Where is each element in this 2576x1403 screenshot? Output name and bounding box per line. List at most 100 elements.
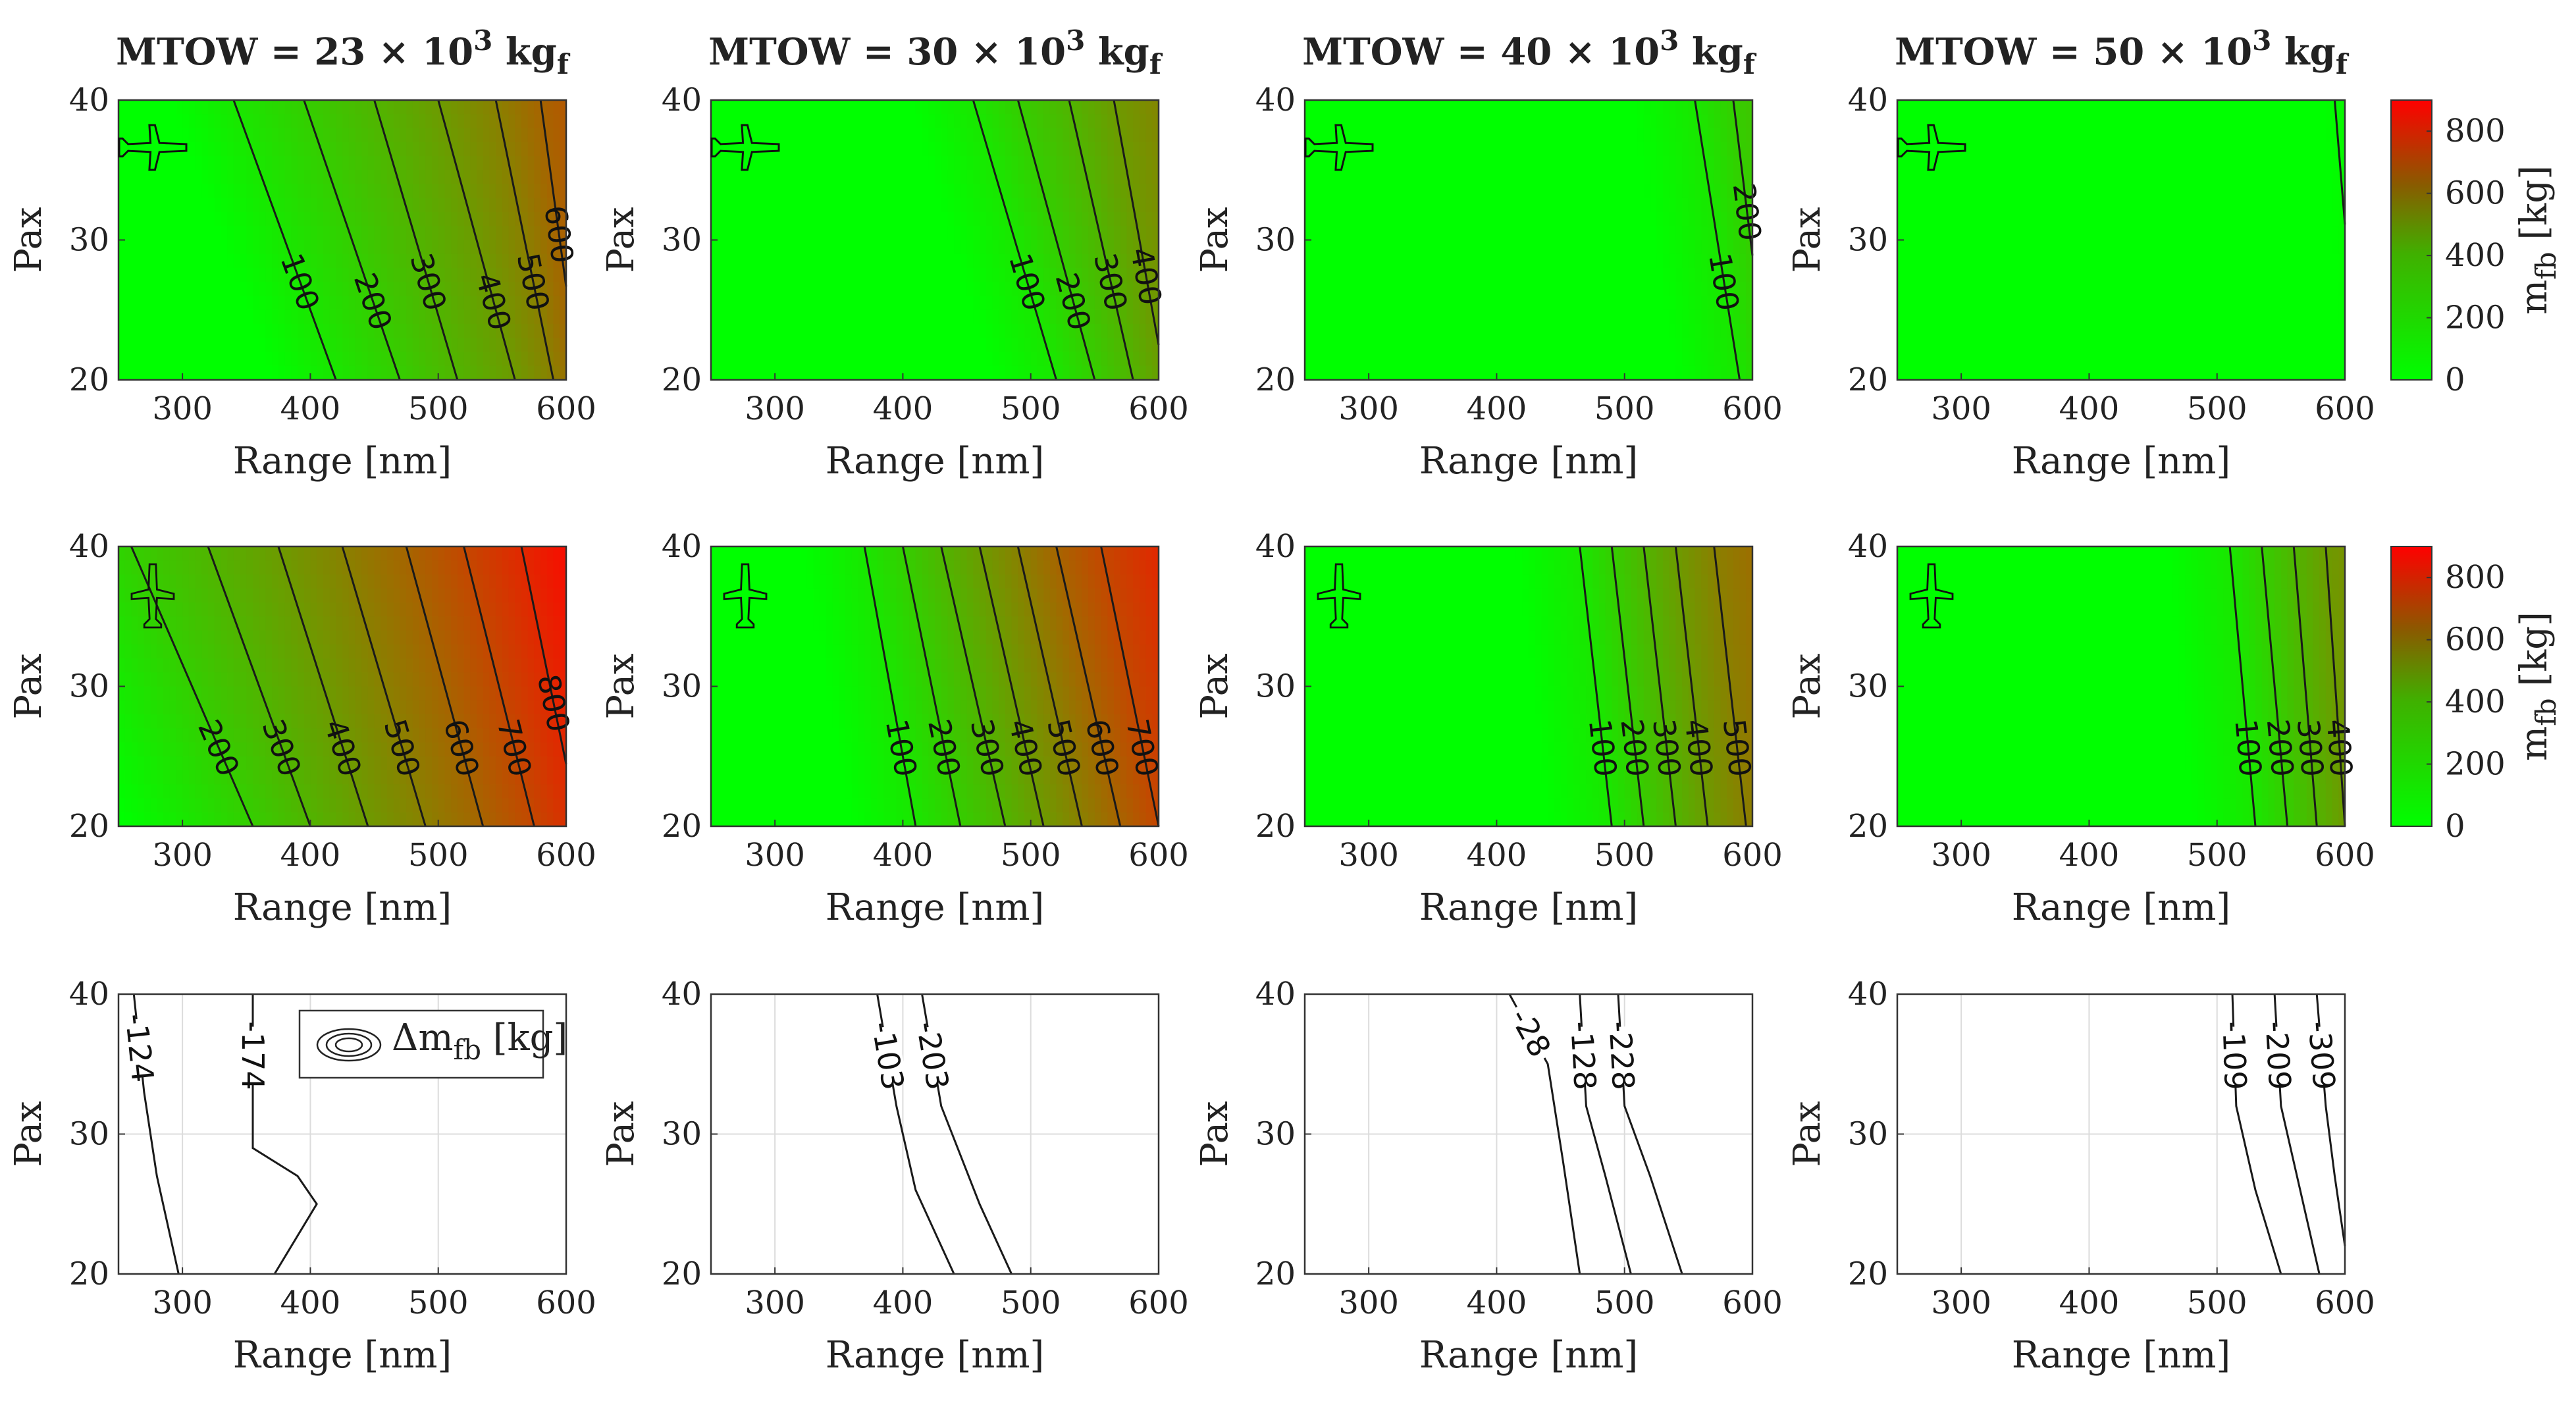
fill-cell-r1c3 <box>1746 309 1753 325</box>
fill-cell-r1c3 <box>1535 114 1542 129</box>
fill-cell-r1c2 <box>1049 100 1057 115</box>
fill-cell-r1c2 <box>890 338 897 353</box>
fill-cell-r1c1 <box>221 156 228 171</box>
fill-cell-r1c4 <box>2006 114 2013 129</box>
fill-cell-r1c3 <box>1541 114 1548 129</box>
fill-cell-r1c3 <box>1650 156 1657 171</box>
fill-cell-r1c1 <box>496 156 503 171</box>
fill-cell-r1c3 <box>1624 296 1632 311</box>
fill-cell-r1c4 <box>1910 184 1917 199</box>
fill-cell-r1c4 <box>2121 142 2128 157</box>
fill-cell-r1c4 <box>1961 212 1968 226</box>
fill-cell-r1c2 <box>928 338 935 353</box>
fill-cell-r1c1 <box>240 365 247 381</box>
fill-cell-r1c3 <box>1490 114 1498 129</box>
fill-cell-r1c1 <box>546 128 554 143</box>
fill-cell-r1c2 <box>903 352 910 367</box>
fill-cell-r1c3 <box>1522 338 1529 353</box>
fill-cell-r1c2 <box>941 268 949 282</box>
fill-cell-r1c4 <box>2332 128 2339 143</box>
fill-cell-r1c4 <box>2108 226 2115 241</box>
fill-cell-r1c4 <box>2255 156 2263 171</box>
fill-cell-r1c2 <box>954 240 961 255</box>
fill-cell-r1c1 <box>188 170 196 185</box>
fill-cell-r1c2 <box>813 240 820 255</box>
fill-cell-r1c3 <box>1388 100 1395 115</box>
fill-cell-r1c3 <box>1419 309 1427 325</box>
fill-cell-r1c3 <box>1394 170 1402 185</box>
fill-cell-r1c1 <box>502 114 510 129</box>
fill-cell-r1c3 <box>1439 100 1446 115</box>
fill-cell-r1c3 <box>1688 184 1696 199</box>
fill-cell-r1c2 <box>954 128 961 143</box>
fill-cell-r1c3 <box>1484 268 1491 282</box>
fill-cell-r1c4 <box>1910 156 1917 171</box>
fill-cell-r1c3 <box>1695 142 1702 157</box>
fill-cell-r1c2 <box>1114 170 1121 185</box>
fill-cell-r1c1 <box>310 184 317 199</box>
fill-cell-r1c1 <box>367 282 375 297</box>
fill-cell-r1c2 <box>801 240 808 255</box>
fill-cell-r1c1 <box>124 142 132 157</box>
fill-cell-r1c2 <box>954 184 961 199</box>
fill-cell-r1c1 <box>438 268 446 282</box>
fill-cell-r1c1 <box>546 156 554 171</box>
fill-cell-r1c1 <box>163 100 171 115</box>
fill-cell-r1c2 <box>820 184 827 199</box>
fill-cell-r1c1 <box>355 268 362 282</box>
fill-cell-r1c4 <box>2313 142 2320 157</box>
fill-cell-r1c1 <box>246 156 253 171</box>
fill-cell-r1c1 <box>355 324 362 338</box>
fill-cell-r1c3 <box>1375 142 1382 157</box>
fill-cell-r1c3 <box>1330 184 1338 199</box>
fill-cell-r1c3 <box>1586 212 1593 226</box>
fill-cell-r1c2 <box>858 156 865 171</box>
fill-cell-r1c3 <box>1708 296 1715 311</box>
fill-cell-r1c1 <box>508 309 515 325</box>
fill-cell-r1c2 <box>922 282 929 297</box>
fill-cell-r1c3 <box>1631 352 1638 367</box>
fill-cell-r1c1 <box>336 212 343 226</box>
fill-cell-r1c1 <box>393 296 401 311</box>
fill-cell-r1c1 <box>182 324 190 338</box>
fill-cell-r1c4 <box>2197 100 2205 115</box>
fill-cell-r1c4 <box>1955 100 1962 115</box>
fill-cell-r1c2 <box>1056 114 1063 129</box>
fill-cell-r1c4 <box>2255 114 2263 129</box>
fill-cell-r1c1 <box>169 226 177 241</box>
fill-cell-r1c3 <box>1714 268 1722 282</box>
fill-cell-r1c2 <box>883 268 891 282</box>
fill-cell-r1c3 <box>1714 253 1722 269</box>
fill-cell-r1c1 <box>412 309 420 325</box>
fill-cell-r1c1 <box>412 365 420 381</box>
fill-cell-r1c2 <box>915 226 923 241</box>
fill-cell-r1c1 <box>406 282 413 297</box>
fill-cell-r1c3 <box>1535 184 1542 199</box>
fill-cell-r1c3 <box>1637 170 1644 185</box>
fill-cell-r1c4 <box>2153 226 2160 241</box>
fill-cell-r1c4 <box>2338 128 2346 143</box>
fill-cell-r1c3 <box>1727 324 1734 338</box>
fill-cell-r1c3 <box>1675 296 1683 311</box>
fill-cell-r1c1 <box>144 352 151 367</box>
fill-cell-r1c2 <box>1082 268 1089 282</box>
fill-cell-r1c4 <box>2037 142 2045 157</box>
fill-cell-r1c4 <box>2166 226 2173 241</box>
fill-cell-r1c3 <box>1350 309 1357 325</box>
fill-cell-r1c3 <box>1419 282 1427 297</box>
fill-cell-r1c1 <box>259 184 267 199</box>
fill-cell-r1c1 <box>412 128 420 143</box>
fill-cell-r1c2 <box>743 156 750 171</box>
fill-cell-r1c3 <box>1573 268 1581 282</box>
fill-cell-r1c1 <box>253 142 260 157</box>
fill-cell-r1c3 <box>1407 226 1414 241</box>
fill-cell-r1c1 <box>508 282 515 297</box>
fill-cell-r1c3 <box>1688 268 1696 282</box>
fill-cell-r1c2 <box>1075 156 1083 171</box>
fill-cell-r1c1 <box>361 198 369 213</box>
fill-cell-r1c4 <box>2051 226 2058 241</box>
fill-cell-r1c2 <box>1114 296 1121 311</box>
fill-cell-r1c1 <box>291 296 298 311</box>
fill-cell-r1c4 <box>2191 240 2199 255</box>
fill-cell-r1c1 <box>208 142 215 157</box>
